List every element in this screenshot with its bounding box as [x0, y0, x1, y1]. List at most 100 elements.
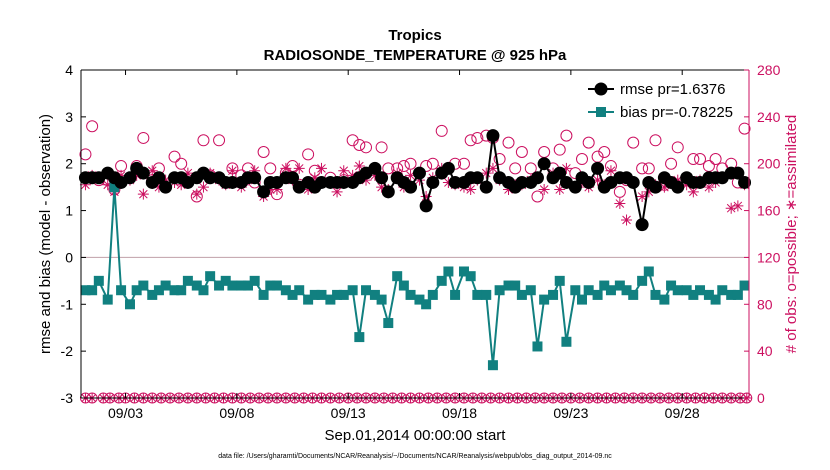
possible-point — [197, 134, 210, 147]
bias-point — [354, 332, 365, 343]
bias-point — [732, 289, 743, 300]
bias-point — [739, 280, 750, 291]
possible-point — [264, 162, 277, 175]
y2-tick-label: 280 — [757, 62, 781, 78]
bias-point — [131, 285, 142, 296]
possible-point — [360, 141, 373, 154]
bias-point — [392, 271, 403, 282]
possible-point — [137, 131, 150, 144]
rmse-point — [159, 180, 173, 194]
assimilated-point — [487, 162, 499, 174]
y2-tick-label: 80 — [757, 296, 773, 312]
bias-point — [147, 289, 158, 300]
rmse-point — [441, 161, 455, 175]
bias-point — [294, 285, 305, 296]
y2-tick-label: 160 — [757, 203, 781, 219]
assimilated-point — [658, 181, 670, 193]
assimilated-point — [614, 198, 626, 210]
assimilated-point — [347, 169, 359, 181]
rmse-point — [419, 199, 433, 213]
rmse-point — [626, 175, 640, 189]
assimilated-point — [280, 162, 292, 174]
possible-point — [302, 148, 315, 161]
assimilated-point — [131, 169, 143, 181]
possible-point — [79, 148, 92, 161]
bias-point — [205, 271, 216, 282]
bias-point — [102, 294, 113, 305]
y2-tick-label: 120 — [757, 249, 781, 265]
rmse-point — [553, 166, 567, 180]
bias-point — [605, 285, 616, 296]
assimilated-point — [405, 169, 417, 181]
bias-point — [503, 280, 514, 291]
possible-point — [642, 162, 655, 175]
rmse-point — [375, 171, 389, 185]
bias-point — [332, 289, 343, 300]
chart-title: Tropics — [388, 27, 441, 44]
possible-point — [576, 153, 588, 166]
possible-point — [738, 122, 751, 135]
bias-point — [316, 289, 327, 300]
possible-point — [665, 157, 678, 170]
assimilated-point — [413, 174, 425, 186]
x-tick-label: 09/08 — [219, 405, 254, 421]
bias-point — [621, 285, 632, 296]
bias-point — [153, 285, 164, 296]
x-tick-label: 09/23 — [553, 405, 588, 421]
y-tick-label: -3 — [61, 390, 74, 406]
rmse-point — [738, 175, 752, 189]
rmse-point — [448, 175, 462, 189]
rmse-point — [152, 171, 166, 185]
bias-point — [398, 280, 409, 291]
assimilated-point — [79, 179, 91, 191]
assimilated-point — [621, 214, 633, 226]
y2-ticks: 0 40 80 120 160 200 240 280 — [744, 62, 781, 406]
bias-point — [169, 285, 180, 296]
bias-point — [338, 289, 349, 300]
bias-point — [710, 294, 721, 305]
assimilated-point — [420, 191, 432, 203]
rmse-point — [470, 171, 484, 185]
bias-point — [659, 294, 670, 305]
assimilated-point — [191, 188, 203, 200]
bias-point — [472, 289, 483, 300]
assimilated-point — [146, 165, 158, 177]
possible-point — [515, 146, 528, 158]
assimilated-point — [264, 183, 276, 195]
possible-point — [213, 134, 226, 147]
possible-point — [531, 190, 544, 203]
possible-point — [509, 162, 522, 175]
possible-point — [353, 138, 366, 151]
x-tick-label: 09/03 — [108, 405, 143, 421]
rmse-point — [404, 180, 418, 194]
bias-point — [405, 289, 416, 300]
assimilated-point — [369, 169, 381, 181]
rmse-point — [248, 171, 262, 185]
possible-point — [464, 134, 477, 147]
bias-point — [539, 294, 550, 305]
assimilated-point — [115, 169, 127, 181]
bias-point — [516, 289, 527, 300]
assimilated-point — [182, 167, 194, 179]
bias-point — [116, 285, 127, 296]
assimilated-point — [293, 162, 305, 174]
rmse-series — [78, 129, 752, 232]
bias-point — [570, 285, 581, 296]
assimilated-point — [338, 165, 350, 177]
assimilated-point — [376, 181, 388, 193]
y2-tick-label: 40 — [757, 343, 773, 359]
assimilated-point — [102, 179, 114, 191]
assimilated-point — [672, 174, 684, 186]
assimilated-point — [315, 162, 327, 174]
possible-point — [404, 157, 417, 170]
possible-point — [671, 141, 684, 154]
rmse-point — [203, 171, 217, 185]
bias-point — [726, 289, 737, 300]
bias-point — [583, 285, 594, 296]
possible-point — [524, 162, 537, 175]
bias-point — [376, 294, 387, 305]
bias-point — [227, 280, 238, 291]
bias-point — [443, 266, 454, 277]
assimilated-point — [725, 202, 737, 214]
